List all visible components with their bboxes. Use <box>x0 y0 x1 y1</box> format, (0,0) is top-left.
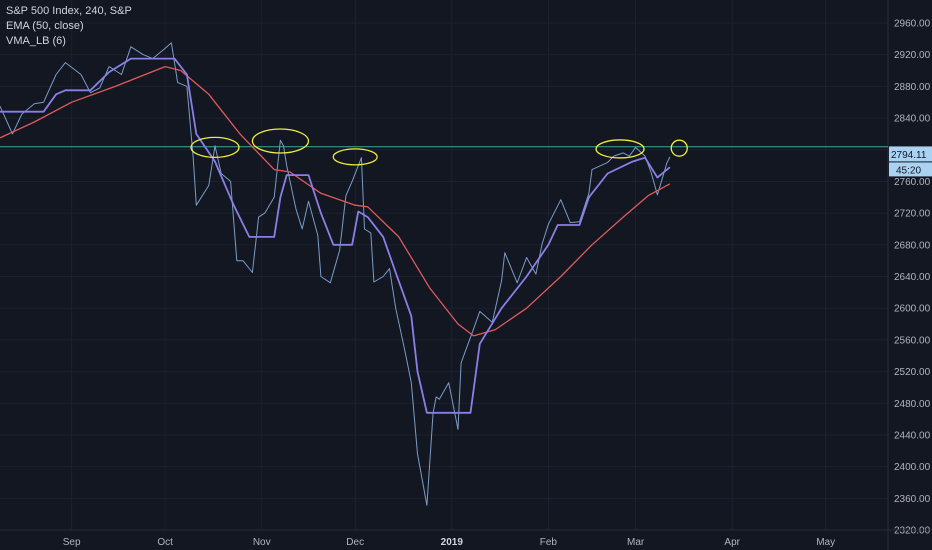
y-tick-label: 2920.00 <box>894 50 931 61</box>
last-price-value: 2794.11 <box>891 150 927 161</box>
y-tick-label: 2440.00 <box>894 430 931 441</box>
y-tick-label: 2960.00 <box>894 19 931 30</box>
y-tick-label: 2400.00 <box>894 462 931 473</box>
y-tick-label: 2480.00 <box>894 399 931 410</box>
legend-vma: VMA_LB (6) <box>6 35 66 47</box>
y-tick-label: 2640.00 <box>894 272 931 283</box>
legend-ema: EMA (50, close) <box>6 20 84 32</box>
ema-line[interactable] <box>0 65 671 337</box>
y-tick-label: 2560.00 <box>894 335 931 346</box>
y-tick-label: 2320.00 <box>894 526 931 537</box>
x-tick-label: Dec <box>346 537 364 548</box>
countdown-tag <box>889 162 932 177</box>
annotation-ellipse[interactable] <box>595 139 645 159</box>
y-tick-label: 2880.00 <box>894 82 931 93</box>
x-tick-label: May <box>816 537 835 548</box>
x-tick-label: Mar <box>627 537 645 548</box>
x-tick-label: Feb <box>540 537 558 548</box>
y-tick-label: 2760.00 <box>894 177 931 188</box>
y-tick-label: 2360.00 <box>894 494 931 505</box>
y-tick-label: 2720.00 <box>894 209 931 220</box>
legend-title: S&P 500 Index, 240, S&P <box>6 5 132 17</box>
x-tick-label: Nov <box>253 537 271 548</box>
x-tick-label: Oct <box>157 537 173 548</box>
y-tick-label: 2600.00 <box>894 304 931 315</box>
annotation-ellipse[interactable] <box>251 128 310 154</box>
chart-legend: S&P 500 Index, 240, S&P EMA (50, close) … <box>6 4 132 49</box>
annotation-ellipse[interactable] <box>190 136 240 159</box>
x-tick-label: Apr <box>724 537 740 548</box>
annotation-ellipse[interactable] <box>332 148 378 166</box>
countdown-value: 45:20 <box>896 165 921 176</box>
y-tick-label: 2840.00 <box>894 114 931 125</box>
vma-line[interactable] <box>0 57 671 414</box>
y-tick-label: 2520.00 <box>894 367 931 378</box>
x-tick-label: 2019 <box>441 537 464 548</box>
last-price-tag <box>889 146 932 162</box>
x-tick-label: Sep <box>63 537 81 548</box>
annotation-ellipse[interactable] <box>670 139 688 157</box>
y-tick-label: 2680.00 <box>894 240 931 251</box>
